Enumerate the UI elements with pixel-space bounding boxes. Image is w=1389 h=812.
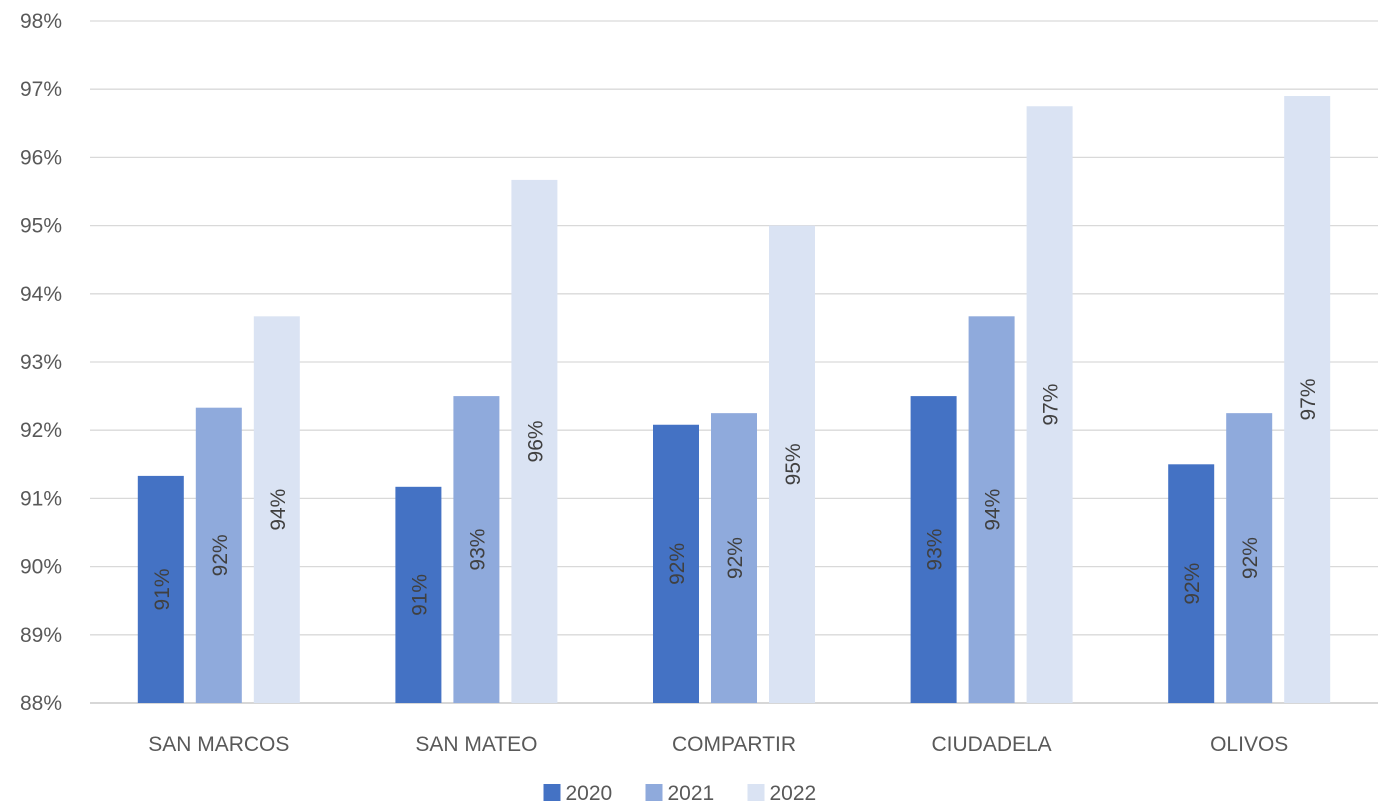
bar-2020-compartir: [653, 424, 699, 703]
data-label: 92%: [724, 537, 747, 579]
y-tick-label: 88%: [20, 692, 62, 715]
data-label: 93%: [466, 529, 489, 571]
legend-swatch-2021: [645, 784, 663, 801]
x-axis: SAN MARCOS SAN MATEO COMPARTIR CIUDADELA OLI…: [148, 733, 1288, 756]
x-tick-label: SAN MARCOS: [148, 733, 289, 756]
y-tick-label: 98%: [20, 10, 62, 33]
legend-swatch-2022: [747, 784, 765, 801]
data-label: 92%: [209, 534, 232, 576]
y-tick-label: 96%: [20, 146, 62, 169]
bar-2022-ciudadela: [1026, 106, 1073, 703]
bar-2020-san-marcos: [137, 475, 184, 703]
bar-2020-san-mateo: [395, 486, 442, 703]
legend-label: 2021: [668, 782, 715, 805]
y-tick-label: 93%: [20, 351, 62, 374]
y-tick-label: 95%: [20, 215, 62, 238]
bar-2022-olivos: [1284, 96, 1331, 703]
data-label: 92%: [1239, 537, 1262, 579]
data-label: 91%: [408, 574, 431, 616]
data-label: 91%: [151, 568, 174, 610]
data-label: 93%: [924, 529, 947, 571]
y-tick-label: 94%: [20, 283, 62, 306]
data-labels: 91% 92% 94% 91% 93% 96% 92% 92% 95% 93% 94% 97% 92% 9…: [151, 378, 1320, 615]
y-tick-label: 97%: [20, 78, 62, 101]
legend-swatch-2020: [543, 784, 561, 801]
legend-label: 2020: [566, 782, 613, 805]
y-axis: 88% 89% 90% 91% 92% 93% 94% 95% 96% 97% 98%: [20, 10, 62, 715]
y-tick-label: 92%: [20, 419, 62, 442]
data-label: 94%: [267, 489, 290, 531]
bar-2022-san-marcos: [253, 316, 300, 703]
data-label: 95%: [782, 443, 805, 485]
x-tick-label: SAN MATEO: [415, 733, 537, 756]
legend: 2020 2021 2022: [543, 782, 817, 805]
x-tick-label: COMPARTIR: [672, 733, 796, 756]
bar-2021-compartir: [711, 413, 757, 703]
x-tick-label: OLIVOS: [1210, 733, 1288, 756]
data-label: 96%: [524, 420, 547, 462]
data-label: 92%: [666, 543, 689, 585]
y-tick-label: 89%: [20, 624, 62, 647]
data-label: 92%: [1181, 563, 1204, 605]
legend-label: 2022: [770, 782, 817, 805]
bar-2021-san-mateo: [453, 396, 500, 703]
bars: [137, 96, 1331, 703]
bar-2022-compartir: [769, 225, 815, 703]
bar-2021-olivos: [1226, 413, 1273, 703]
bar-2020-ciudadela: [910, 396, 957, 703]
bar-2022-san-mateo: [511, 179, 558, 703]
data-label: 97%: [1040, 384, 1063, 426]
x-tick-label: CIUDADELA: [931, 733, 1051, 756]
y-tick-label: 91%: [20, 487, 62, 510]
bar-2021-san-marcos: [195, 407, 242, 703]
data-label: 97%: [1297, 378, 1320, 420]
bar-2021-ciudadela: [968, 316, 1015, 703]
bar-2020-olivos: [1168, 464, 1215, 703]
data-label: 94%: [982, 489, 1005, 531]
y-tick-label: 90%: [20, 556, 62, 579]
